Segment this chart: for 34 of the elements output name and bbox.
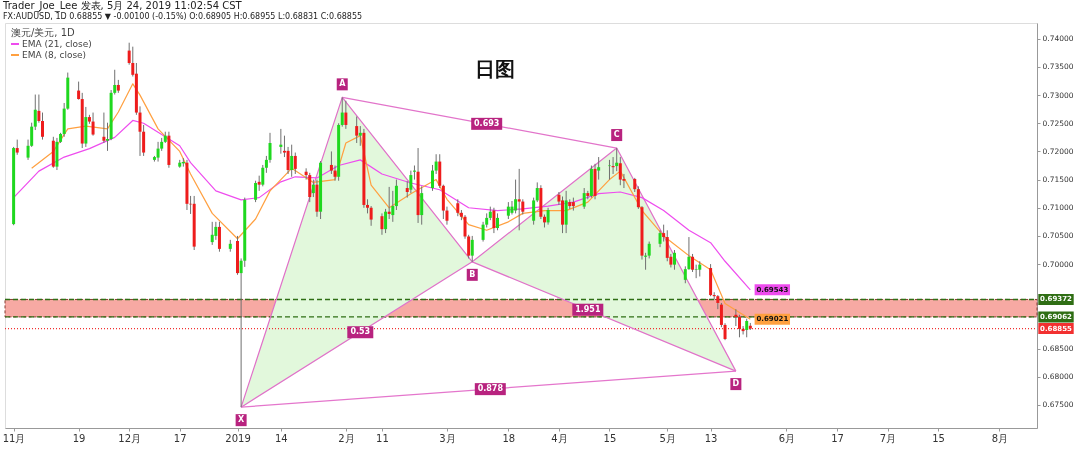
annotation: 0.53 [350, 327, 371, 337]
x-tick-label: 13 [704, 432, 718, 444]
x-tick-label: 11月 [2, 432, 26, 444]
x-tick-label: 15 [932, 432, 945, 444]
x-tick-label: 8月 [991, 432, 1009, 444]
legend-title: 澳元/美元, 1D [11, 27, 76, 38]
chart-subtitle: Trader_Joe_Lee 发表, 5月 24, 2019 11:02:54 CST [2, 0, 243, 12]
x-tick-label: 19 [72, 432, 86, 444]
x-tick-label: 5月 [659, 432, 676, 444]
x-tick-label: 17 [831, 432, 844, 444]
annotation: B [469, 269, 476, 279]
x-tick-label: 6月 [778, 432, 796, 444]
text: 日图 [475, 57, 516, 81]
legend-label: EMA (21, close) [22, 39, 92, 49]
x-tick-label: 17 [173, 432, 187, 444]
annotation: 0.693 [474, 118, 500, 128]
annotation: A [339, 79, 347, 89]
legend-label: EMA (8, close) [22, 50, 87, 60]
annotation: D [732, 379, 740, 389]
annotation: 0.878 [477, 384, 504, 394]
x-tick-label: 2019 [225, 432, 251, 444]
annotation: 1.951 [575, 304, 601, 314]
x-tick-label: 15 [603, 432, 617, 444]
x-tick-label: 7月 [879, 432, 897, 444]
x-tick-label: 18 [502, 432, 516, 444]
x-tick-label: 2月 [338, 432, 355, 444]
x-tick-label: 12月 [118, 432, 142, 444]
annotation: C [613, 130, 620, 140]
x-tick-label: 3月 [439, 432, 456, 444]
x-tick-label: 14 [274, 432, 288, 444]
text: FX:AUDUSD, 1D 0.68855 ▼ -0.00100 (-0.15%) O:0.68905 H:0.68955 L:0.68831 C:0.68855 [3, 12, 363, 21]
annotation: X [238, 415, 246, 425]
x-tick-label: 4月 [551, 432, 568, 444]
x-tick-label: 11 [376, 432, 389, 444]
